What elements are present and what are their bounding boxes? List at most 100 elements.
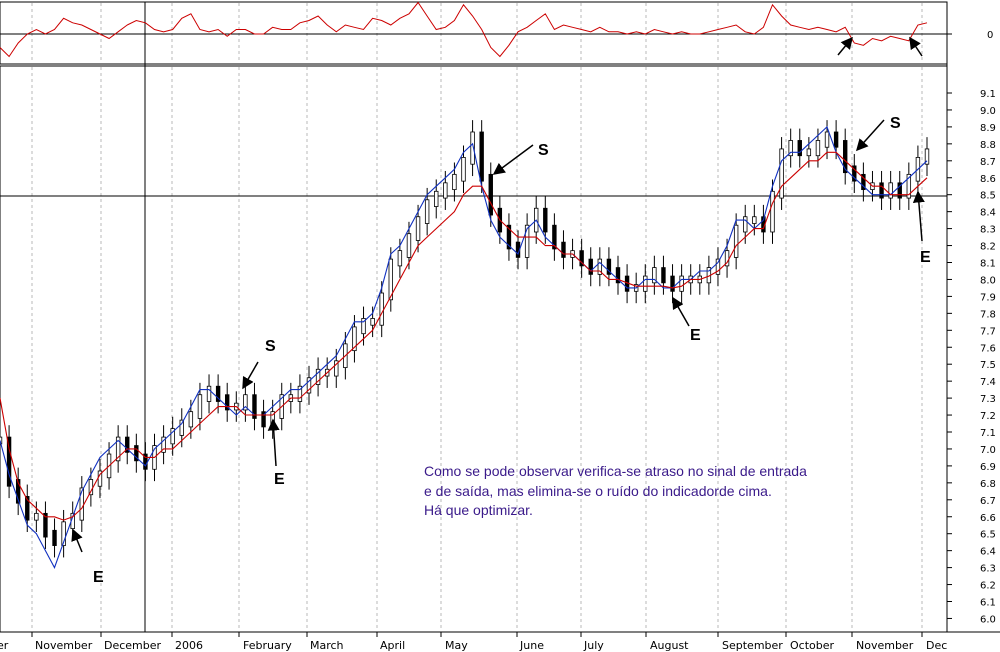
moving-average-line-0 xyxy=(0,125,928,569)
price-bar-body-73 xyxy=(661,267,666,284)
price-bar-body-72 xyxy=(652,267,657,284)
price-bar-body-23 xyxy=(206,385,212,402)
osc-tick-label-0: 0 xyxy=(987,30,993,41)
y-tick-label-9: 6.9 xyxy=(980,462,996,473)
annotation-arrow-5 xyxy=(855,119,885,152)
price-bar-body-29 xyxy=(261,411,266,428)
price-bar-body-99 xyxy=(897,182,902,199)
price-bar-body-47 xyxy=(424,199,430,224)
price-bar-body-2 xyxy=(15,479,21,504)
price-bar-body-44 xyxy=(397,250,403,267)
price-bar-body-37 xyxy=(334,360,339,377)
y-tick-label-17: 7.7 xyxy=(980,326,996,337)
annotation-arrow-8 xyxy=(909,36,923,57)
y-tick-label-21: 8.1 xyxy=(980,259,996,270)
y-tick-label-11: 7.1 xyxy=(980,428,996,439)
x-tick-label-13: November xyxy=(856,639,914,652)
y-tick-label-30: 9.0 xyxy=(980,106,996,117)
annotation-arrow-2 xyxy=(267,418,280,467)
price-bar-body-45 xyxy=(406,233,412,258)
price-bar-body-35 xyxy=(315,368,321,385)
x-tick-label-4: February xyxy=(243,639,292,652)
annotation-label-4: E xyxy=(690,327,701,344)
price-bar-body-24 xyxy=(215,385,221,402)
y-tick-label-22: 8.2 xyxy=(980,242,996,253)
price-bar-body-88 xyxy=(797,140,802,157)
price-bar-body-15 xyxy=(134,445,139,462)
price-bar-body-14 xyxy=(125,436,130,453)
oscillator-y-axis: 0 xyxy=(947,30,993,41)
price-bar-body-102 xyxy=(924,148,930,165)
y-tick-label-26: 8.6 xyxy=(980,174,996,185)
price-bar-body-79 xyxy=(715,258,721,275)
y-tick-label-15: 7.5 xyxy=(980,360,996,371)
price-bar-body-46 xyxy=(415,216,421,241)
price-bar-body-97 xyxy=(879,182,884,199)
price-bar-body-52 xyxy=(470,131,475,165)
y-tick-label-27: 8.7 xyxy=(980,157,996,168)
y-tick-label-12: 7.2 xyxy=(980,411,996,422)
y-tick-label-2: 6.2 xyxy=(980,581,996,592)
price-bar-body-68 xyxy=(615,267,621,284)
price-bar-body-22 xyxy=(197,394,203,419)
price-bar-body-5 xyxy=(43,512,48,538)
price-bar-body-56 xyxy=(506,224,512,250)
price-bar-body-20 xyxy=(179,419,184,436)
price-bar-body-98 xyxy=(888,182,893,199)
y-tick-label-28: 8.8 xyxy=(980,140,996,151)
price-bar-body-42 xyxy=(379,292,384,326)
price-bar-body-7 xyxy=(61,521,66,546)
x-tick-label-11: September xyxy=(722,639,783,652)
annotation-arrow-1 xyxy=(242,361,259,390)
y-tick-label-31: 9.1 xyxy=(980,89,996,100)
price-bar-body-62 xyxy=(561,241,566,258)
price-bars xyxy=(0,120,930,558)
price-bar-body-25 xyxy=(225,394,230,411)
oscillator-panel xyxy=(0,1,948,65)
y-tick-label-16: 7.6 xyxy=(980,343,996,354)
price-bar-body-28 xyxy=(252,394,257,419)
y-tick-label-25: 8.5 xyxy=(980,191,996,202)
price-bar-body-3 xyxy=(25,496,30,521)
x-tick-label-7: May xyxy=(445,639,468,652)
price-bar-body-18 xyxy=(161,436,166,453)
price-bar-body-19 xyxy=(170,428,175,445)
y-tick-label-20: 8.0 xyxy=(980,275,996,286)
y-tick-label-10: 7.0 xyxy=(980,445,996,456)
price-bar-body-74 xyxy=(670,275,675,292)
y-tick-label-0: 6.0 xyxy=(980,614,996,625)
price-bar-body-90 xyxy=(815,140,821,157)
x-tick-label-1: November xyxy=(35,639,93,652)
annotations: E S E S E S E xyxy=(71,36,931,586)
x-tick-label-10: August xyxy=(650,639,689,652)
moving-average-line-1 xyxy=(0,151,928,521)
price-bar-body-83 xyxy=(752,216,757,224)
annotation-label-1: S xyxy=(265,338,276,355)
price-bar-body-50 xyxy=(452,173,457,191)
price-bar-body-49 xyxy=(443,182,448,199)
y-tick-label-14: 7.4 xyxy=(980,377,996,388)
annotation-arrow-4 xyxy=(672,296,690,327)
annotation-arrow-0 xyxy=(71,528,83,553)
price-bar-body-82 xyxy=(743,216,748,233)
y-axis-area xyxy=(947,2,1000,632)
x-tick-label-0: ber xyxy=(0,639,9,652)
price-bar-body-81 xyxy=(733,224,739,258)
price-bar-body-66 xyxy=(597,258,603,275)
annotation-label-3: S xyxy=(538,142,549,159)
oscillator-line-0 xyxy=(0,1,928,58)
y-tick-label-1: 6.1 xyxy=(980,598,996,609)
annotation-label-6: E xyxy=(920,249,931,266)
y-tick-label-4: 6.4 xyxy=(980,547,996,558)
price-bar-body-48 xyxy=(434,190,439,207)
price-bar-body-21 xyxy=(188,411,194,428)
price-bar-body-94 xyxy=(852,165,857,182)
y-tick-label-24: 8.4 xyxy=(980,208,996,219)
price-bar-body-95 xyxy=(861,173,866,191)
x-tick-label-3: 2006 xyxy=(175,639,203,652)
price-bar-body-1 xyxy=(6,436,12,487)
annotation-label-0: E xyxy=(93,569,104,586)
x-tick-label-12: October xyxy=(790,639,834,652)
price-bar-body-61 xyxy=(552,224,557,250)
